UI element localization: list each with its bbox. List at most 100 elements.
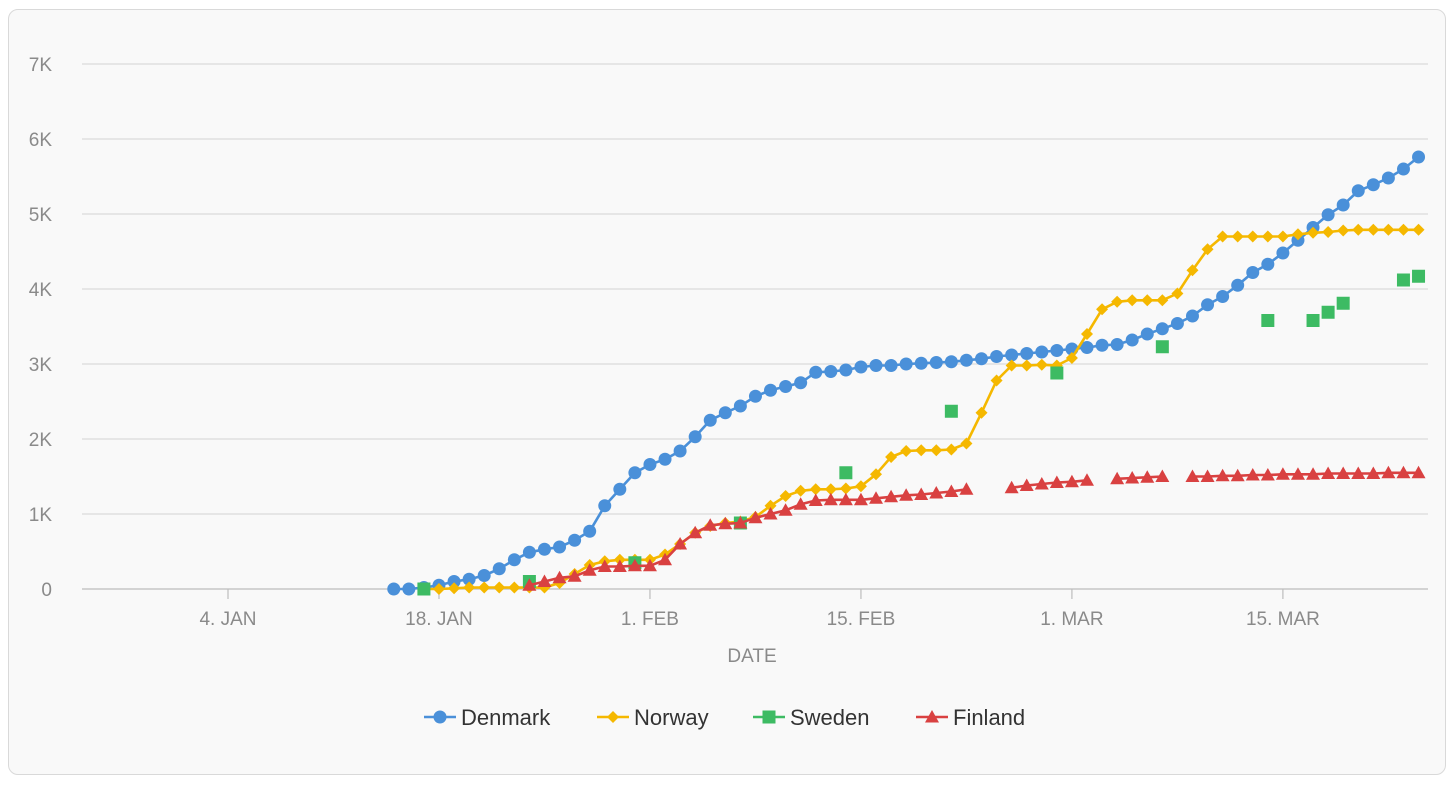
data-point-denmark: [703, 413, 717, 427]
legend-item-sweden[interactable]: Sweden: [753, 705, 870, 730]
data-point-sweden: [1412, 269, 1426, 283]
data-point-norway: [1412, 223, 1425, 236]
data-point-norway: [463, 581, 476, 594]
data-point-denmark: [1412, 150, 1426, 164]
x-tick-label: 15. FEB: [827, 609, 896, 630]
data-point-denmark: [1201, 298, 1215, 312]
data-point-denmark: [492, 562, 506, 576]
y-tick-label: 3K: [29, 355, 53, 376]
data-point-norway: [1231, 230, 1244, 243]
data-point-norway: [779, 490, 792, 502]
data-point-denmark: [1216, 290, 1230, 303]
data-point-norway: [1111, 295, 1124, 308]
data-point-denmark: [884, 359, 898, 372]
y-tick-label: 7K: [29, 55, 53, 76]
data-point-finland: [884, 489, 899, 503]
data-point-finland: [1245, 468, 1260, 481]
data-point-sweden: [1396, 273, 1410, 287]
data-point-finland: [1019, 478, 1034, 491]
legend-item-finland[interactable]: Finland: [916, 705, 1025, 730]
legend-marker: [925, 710, 939, 723]
data-point-finland: [1290, 467, 1305, 480]
data-point-finland: [1185, 469, 1200, 482]
data-point-norway: [1156, 294, 1169, 307]
data-point-finland: [642, 558, 657, 572]
data-point-denmark: [899, 357, 913, 371]
data-point-norway: [432, 583, 445, 595]
data-point-norway: [839, 482, 852, 495]
data-point-finland: [1366, 466, 1381, 479]
legend-marker: [433, 710, 447, 724]
data-point-denmark: [1261, 257, 1275, 271]
data-point-denmark: [733, 399, 747, 413]
data-point-finland: [1215, 468, 1230, 482]
data-point-finland: [1336, 466, 1351, 479]
data-point-denmark: [975, 352, 988, 366]
data-point-denmark: [688, 430, 702, 444]
data-point-finland: [929, 486, 944, 499]
data-point-denmark: [447, 575, 461, 588]
data-point-finland: [1125, 471, 1140, 484]
data-point-norway: [1276, 230, 1289, 243]
data-point-denmark: [794, 376, 808, 390]
data-point-finland: [914, 487, 929, 500]
series-denmark: [387, 150, 1426, 596]
series-sweden: [417, 269, 1426, 596]
y-tick-label: 6K: [29, 130, 53, 151]
legend-marker: [762, 710, 776, 724]
x-tick-label: 15. MAR: [1246, 609, 1320, 630]
data-point-finland: [1034, 477, 1049, 490]
data-point-denmark: [553, 540, 567, 554]
legend-item-denmark[interactable]: Denmark: [424, 705, 551, 730]
data-point-denmark: [1351, 184, 1365, 198]
data-point-finland: [1064, 474, 1079, 488]
x-axis-title: DATE: [727, 646, 776, 667]
series-line-finland: [529, 488, 967, 587]
legend-label: Denmark: [461, 705, 551, 730]
data-point-finland: [718, 516, 733, 530]
data-point-sweden: [1336, 296, 1350, 310]
data-point-denmark: [1020, 347, 1034, 360]
data-point-norway: [1291, 228, 1304, 241]
data-point-denmark: [568, 533, 582, 547]
data-point-denmark: [673, 444, 687, 458]
data-point-finland: [552, 570, 567, 584]
legend-label: Norway: [634, 705, 709, 730]
data-point-denmark: [748, 389, 762, 403]
data-point-finland: [1260, 468, 1275, 481]
data-point-denmark: [824, 365, 838, 378]
y-tick-label: 4K: [29, 280, 53, 301]
data-point-finland: [838, 492, 853, 506]
data-point-denmark: [1185, 309, 1199, 323]
data-point-denmark: [1170, 317, 1184, 330]
data-point-sweden: [1261, 314, 1275, 327]
data-point-denmark: [1276, 246, 1290, 260]
data-point-norway: [854, 480, 867, 493]
data-point-denmark: [583, 524, 597, 538]
data-point-denmark: [929, 356, 943, 369]
data-point-norway: [1337, 224, 1350, 237]
data-point-norway: [1035, 358, 1048, 371]
legend-item-norway[interactable]: Norway: [597, 705, 709, 730]
data-point-denmark: [1396, 162, 1410, 176]
data-point-denmark: [959, 353, 973, 367]
data-point-sweden: [944, 404, 958, 418]
data-point-finland: [808, 493, 823, 506]
data-point-denmark: [1321, 208, 1335, 222]
data-point-finland: [869, 491, 884, 504]
data-point-denmark: [613, 482, 627, 496]
data-point-finland: [537, 574, 552, 587]
data-point-norway: [885, 451, 898, 463]
data-point-denmark: [1246, 266, 1260, 279]
data-point-norway: [794, 484, 807, 497]
data-point-finland: [612, 559, 627, 572]
data-point-norway: [1352, 223, 1365, 236]
legend-label: Finland: [953, 705, 1025, 730]
data-point-finland: [1079, 473, 1094, 486]
data-point-sweden: [1321, 305, 1335, 319]
data-point-finland: [1321, 466, 1336, 479]
data-point-denmark: [1080, 341, 1094, 354]
data-point-norway: [1322, 226, 1335, 238]
data-point-finland: [1110, 471, 1125, 485]
data-point-denmark: [1140, 327, 1154, 341]
